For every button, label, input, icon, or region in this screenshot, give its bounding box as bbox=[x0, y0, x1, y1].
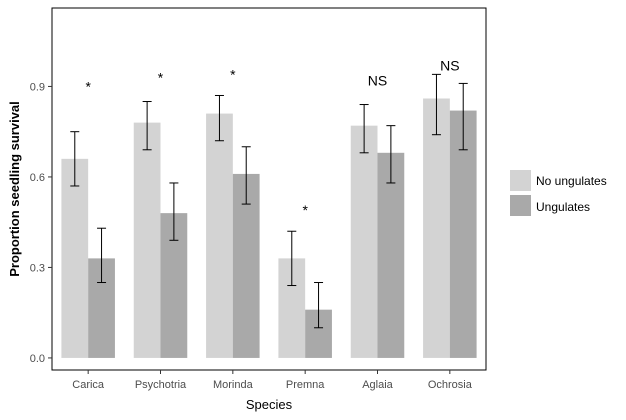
x-tick-label-carica: Carica bbox=[72, 379, 105, 391]
error-bar-psychotria-no-ungulates bbox=[142, 101, 152, 151]
x-tick-label-morinda: Morinda bbox=[213, 379, 254, 391]
annotation-carica: * bbox=[85, 78, 91, 94]
legend-swatch-ungulates bbox=[510, 195, 531, 216]
error-bar-psychotria-ungulates bbox=[169, 182, 179, 241]
bar-ochrosia-ungulates bbox=[449, 110, 477, 358]
annotation-premna: * bbox=[302, 202, 308, 218]
significance-annotations: * * * * NS NS bbox=[85, 57, 459, 218]
error-bars-layer bbox=[70, 73, 468, 329]
y-axis-title: Proportion seedling survival bbox=[7, 101, 22, 277]
error-bar-ochrosia-no-ungulates bbox=[431, 73, 441, 136]
error-bar-morinda-ungulates bbox=[241, 146, 251, 205]
error-bar-aglaia-ungulates bbox=[386, 125, 396, 184]
error-bar-morinda-no-ungulates bbox=[214, 94, 224, 142]
y-tick-label-2: 0.6 bbox=[30, 172, 45, 184]
bar-morinda-no-ungulates bbox=[206, 113, 233, 358]
bar-ochrosia-no-ungulates bbox=[423, 98, 450, 358]
error-bar-premna-no-ungulates bbox=[287, 230, 297, 287]
y-tick-label-1: 0.3 bbox=[30, 262, 45, 274]
bar-aglaia-no-ungulates bbox=[350, 125, 378, 358]
error-bar-carica-ungulates bbox=[97, 227, 107, 284]
annotation-aglaia: NS bbox=[368, 72, 387, 88]
x-tick-label-psychotria: Psychotria bbox=[135, 379, 187, 391]
x-tick-label-premna: Premna bbox=[286, 379, 325, 391]
y-axis: 0.0 0.3 0.6 0.9 bbox=[30, 81, 52, 365]
bar-morinda-ungulates bbox=[232, 173, 260, 358]
legend-label-ungulates: Ungulates bbox=[536, 200, 590, 214]
legend-label-no-ungulates: No ungulates bbox=[536, 174, 607, 188]
x-axis: Carica Psychotria Morinda Premna Aglaia Ochro… bbox=[72, 370, 473, 391]
annotation-psychotria: * bbox=[158, 69, 164, 85]
legend-swatch-no-ungulates bbox=[510, 170, 531, 191]
x-tick-label-ochrosia: Ochrosia bbox=[428, 379, 473, 391]
annotation-morinda: * bbox=[230, 66, 236, 82]
y-tick-label-0: 0.0 bbox=[30, 353, 45, 365]
error-bar-ochrosia-ungulates bbox=[458, 82, 468, 151]
plot-panel bbox=[51, 7, 487, 371]
bar-psychotria-no-ungulates bbox=[133, 122, 161, 358]
x-axis-title: Species bbox=[246, 397, 293, 412]
bar-carica-no-ungulates bbox=[61, 158, 89, 358]
x-tick-label-aglaia: Aglaia bbox=[362, 379, 393, 391]
bar-aglaia-ungulates bbox=[377, 152, 405, 358]
error-bar-aglaia-no-ungulates bbox=[359, 104, 369, 154]
annotation-ochrosia: NS bbox=[440, 57, 459, 73]
bars-layer bbox=[61, 98, 477, 358]
y-tick-label-3: 0.9 bbox=[30, 81, 45, 93]
error-bar-carica-no-ungulates bbox=[70, 131, 80, 187]
legend: No ungulates Ungulates bbox=[510, 170, 607, 216]
error-bar-premna-ungulates bbox=[314, 282, 324, 329]
